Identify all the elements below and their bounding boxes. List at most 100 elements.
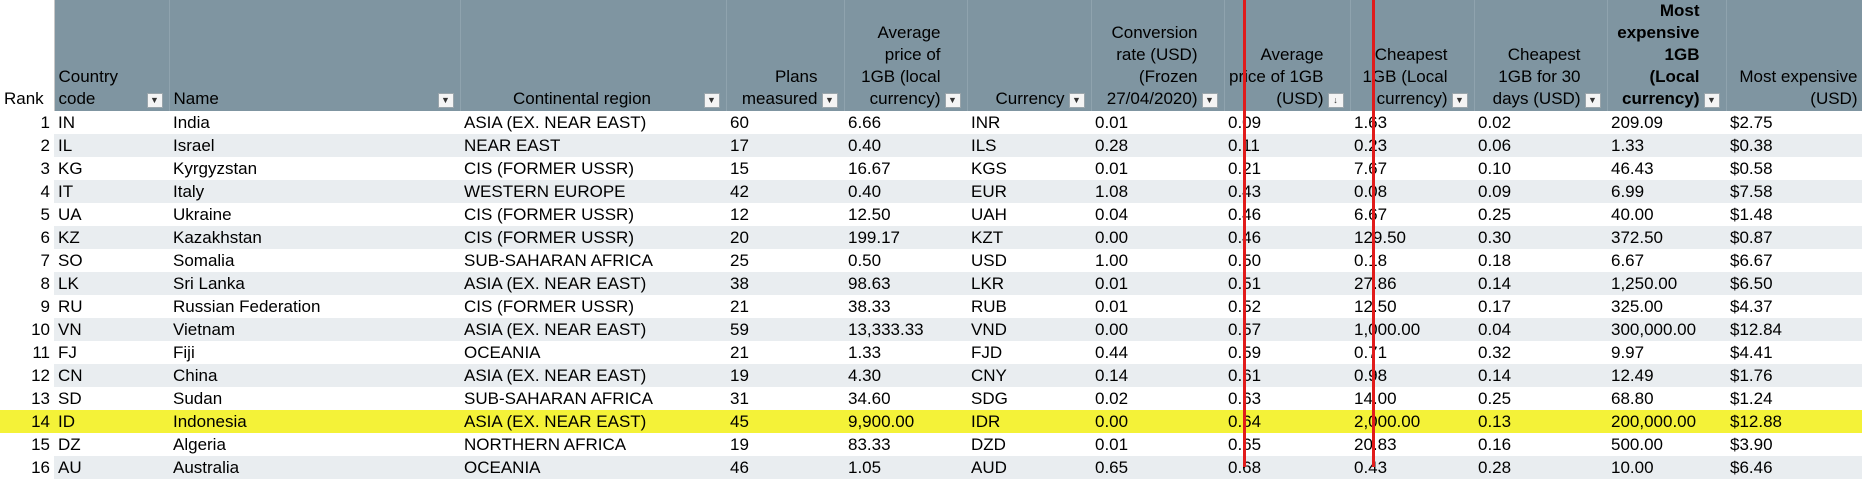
cell-rank[interactable]: 14 (0, 410, 54, 433)
cell-conversion[interactable]: 0.00 (1091, 410, 1224, 433)
cell-plans[interactable]: 42 (726, 180, 844, 203)
cell-cheapest-usd[interactable]: 0.13 (1474, 410, 1607, 433)
cell-conversion[interactable]: 0.02 (1091, 387, 1224, 410)
dropdown-arrow-icon[interactable]: ▼ (1451, 93, 1468, 108)
cell-currency[interactable]: DZD (967, 433, 1091, 456)
cell-currency[interactable]: INR (967, 111, 1091, 134)
cell-most-expensive-local[interactable]: 9.97 (1607, 341, 1726, 364)
cell-country-code[interactable]: IN (54, 111, 169, 134)
cell-rank[interactable]: 5 (0, 203, 54, 226)
cell-region[interactable]: CIS (FORMER USSR) (460, 203, 726, 226)
cell-name[interactable]: Italy (169, 180, 460, 203)
cell-most-expensive-usd[interactable]: $6.50 (1726, 272, 1862, 295)
cell-currency[interactable]: IDR (967, 410, 1091, 433)
cell-name[interactable]: Algeria (169, 433, 460, 456)
cell-avg-local[interactable]: 34.60 (844, 387, 967, 410)
header-most-expensive-local[interactable]: Most expensive 1GB (Local currency) ▼ (1607, 0, 1727, 111)
cell-most-expensive-local[interactable]: 40.00 (1607, 203, 1726, 226)
cell-plans[interactable]: 46 (726, 456, 844, 479)
cell-region[interactable]: ASIA (EX. NEAR EAST) (460, 272, 726, 295)
cell-rank[interactable]: 2 (0, 134, 54, 157)
cell-most-expensive-usd[interactable]: $1.48 (1726, 203, 1862, 226)
cell-most-expensive-local[interactable]: 200,000.00 (1607, 410, 1726, 433)
cell-country-code[interactable]: SD (54, 387, 169, 410)
cell-cheapest-local[interactable]: 14.00 (1350, 387, 1474, 410)
cell-conversion[interactable]: 0.00 (1091, 226, 1224, 249)
cell-name[interactable]: India (169, 111, 460, 134)
cell-conversion[interactable]: 0.65 (1091, 456, 1224, 479)
cell-rank[interactable]: 16 (0, 456, 54, 479)
cell-cheapest-usd[interactable]: 0.14 (1474, 364, 1607, 387)
cell-plans[interactable]: 25 (726, 249, 844, 272)
cell-currency[interactable]: USD (967, 249, 1091, 272)
cell-cheapest-usd[interactable]: 0.04 (1474, 318, 1607, 341)
cell-avg-local[interactable]: 0.40 (844, 134, 967, 157)
cell-cheapest-local[interactable]: 129.50 (1350, 226, 1474, 249)
cell-cheapest-local[interactable]: 0.71 (1350, 341, 1474, 364)
cell-conversion[interactable]: 0.14 (1091, 364, 1224, 387)
header-avg-local[interactable]: Average price of 1GB (local currency) ▼ (844, 0, 968, 111)
cell-most-expensive-usd[interactable]: $4.37 (1726, 295, 1862, 318)
cell-country-code[interactable]: AU (54, 456, 169, 479)
cell-cheapest-local[interactable]: 2,000.00 (1350, 410, 1474, 433)
cell-avg-local[interactable]: 13,333.33 (844, 318, 967, 341)
cell-currency[interactable]: ILS (967, 134, 1091, 157)
cell-country-code[interactable]: IT (54, 180, 169, 203)
cell-plans[interactable]: 15 (726, 157, 844, 180)
cell-most-expensive-local[interactable]: 68.80 (1607, 387, 1726, 410)
cell-avg-local[interactable]: 38.33 (844, 295, 967, 318)
cell-avg-local[interactable]: 4.30 (844, 364, 967, 387)
cell-most-expensive-local[interactable]: 6.67 (1607, 249, 1726, 272)
cell-name[interactable]: Indonesia (169, 410, 460, 433)
dropdown-arrow-icon[interactable]: ▼ (703, 93, 720, 108)
cell-country-code[interactable]: CN (54, 364, 169, 387)
cell-avg-local[interactable]: 1.33 (844, 341, 967, 364)
cell-cheapest-local[interactable]: 0.18 (1350, 249, 1474, 272)
cell-most-expensive-local[interactable]: 12.49 (1607, 364, 1726, 387)
cell-country-code[interactable]: IL (54, 134, 169, 157)
cell-most-expensive-usd[interactable]: $0.58 (1726, 157, 1862, 180)
cell-cheapest-local[interactable]: 6.67 (1350, 203, 1474, 226)
cell-avg-local[interactable]: 0.50 (844, 249, 967, 272)
cell-cheapest-local[interactable]: 20.83 (1350, 433, 1474, 456)
cell-most-expensive-usd[interactable]: $0.87 (1726, 226, 1862, 249)
cell-most-expensive-usd[interactable]: $1.76 (1726, 364, 1862, 387)
cell-conversion[interactable]: 1.08 (1091, 180, 1224, 203)
cell-cheapest-usd[interactable]: 0.30 (1474, 226, 1607, 249)
cell-conversion[interactable]: 0.01 (1091, 433, 1224, 456)
cell-currency[interactable]: AUD (967, 456, 1091, 479)
cell-name[interactable]: Ukraine (169, 203, 460, 226)
sort-descending-filter-icon[interactable]: ↓ (1327, 93, 1344, 108)
cell-most-expensive-usd[interactable]: $12.84 (1726, 318, 1862, 341)
cell-most-expensive-usd[interactable]: $0.38 (1726, 134, 1862, 157)
cell-cheapest-usd[interactable]: 0.02 (1474, 111, 1607, 134)
cell-conversion[interactable]: 0.28 (1091, 134, 1224, 157)
cell-avg-usd[interactable]: 0.64 (1224, 410, 1350, 433)
cell-most-expensive-local[interactable]: 10.00 (1607, 456, 1726, 479)
cell-country-code[interactable]: VN (54, 318, 169, 341)
cell-name[interactable]: Fiji (169, 341, 460, 364)
dropdown-arrow-icon[interactable]: ▼ (944, 93, 961, 108)
cell-rank[interactable]: 8 (0, 272, 54, 295)
cell-rank[interactable]: 7 (0, 249, 54, 272)
cell-currency[interactable]: SDG (967, 387, 1091, 410)
cell-region[interactable]: CIS (FORMER USSR) (460, 295, 726, 318)
cell-rank[interactable]: 4 (0, 180, 54, 203)
cell-region[interactable]: ASIA (EX. NEAR EAST) (460, 364, 726, 387)
cell-rank[interactable]: 9 (0, 295, 54, 318)
cell-cheapest-local[interactable]: 1.63 (1350, 111, 1474, 134)
cell-cheapest-local[interactable]: 0.23 (1350, 134, 1474, 157)
header-cheapest-local[interactable]: Cheapest 1GB (Local currency) ▼ (1350, 0, 1475, 111)
cell-cheapest-local[interactable]: 12.50 (1350, 295, 1474, 318)
cell-cheapest-usd[interactable]: 0.25 (1474, 387, 1607, 410)
cell-cheapest-local[interactable]: 1,000.00 (1350, 318, 1474, 341)
header-rank[interactable]: Rank (0, 0, 55, 111)
cell-conversion[interactable]: 0.01 (1091, 295, 1224, 318)
header-country-code[interactable]: Country code ▼ (54, 0, 170, 111)
cell-cheapest-usd[interactable]: 0.09 (1474, 180, 1607, 203)
cell-avg-local[interactable]: 16.67 (844, 157, 967, 180)
cell-most-expensive-usd[interactable]: $6.46 (1726, 456, 1862, 479)
cell-most-expensive-usd[interactable]: $12.88 (1726, 410, 1862, 433)
dropdown-arrow-icon[interactable]: ▼ (1584, 93, 1601, 108)
cell-rank[interactable]: 6 (0, 226, 54, 249)
